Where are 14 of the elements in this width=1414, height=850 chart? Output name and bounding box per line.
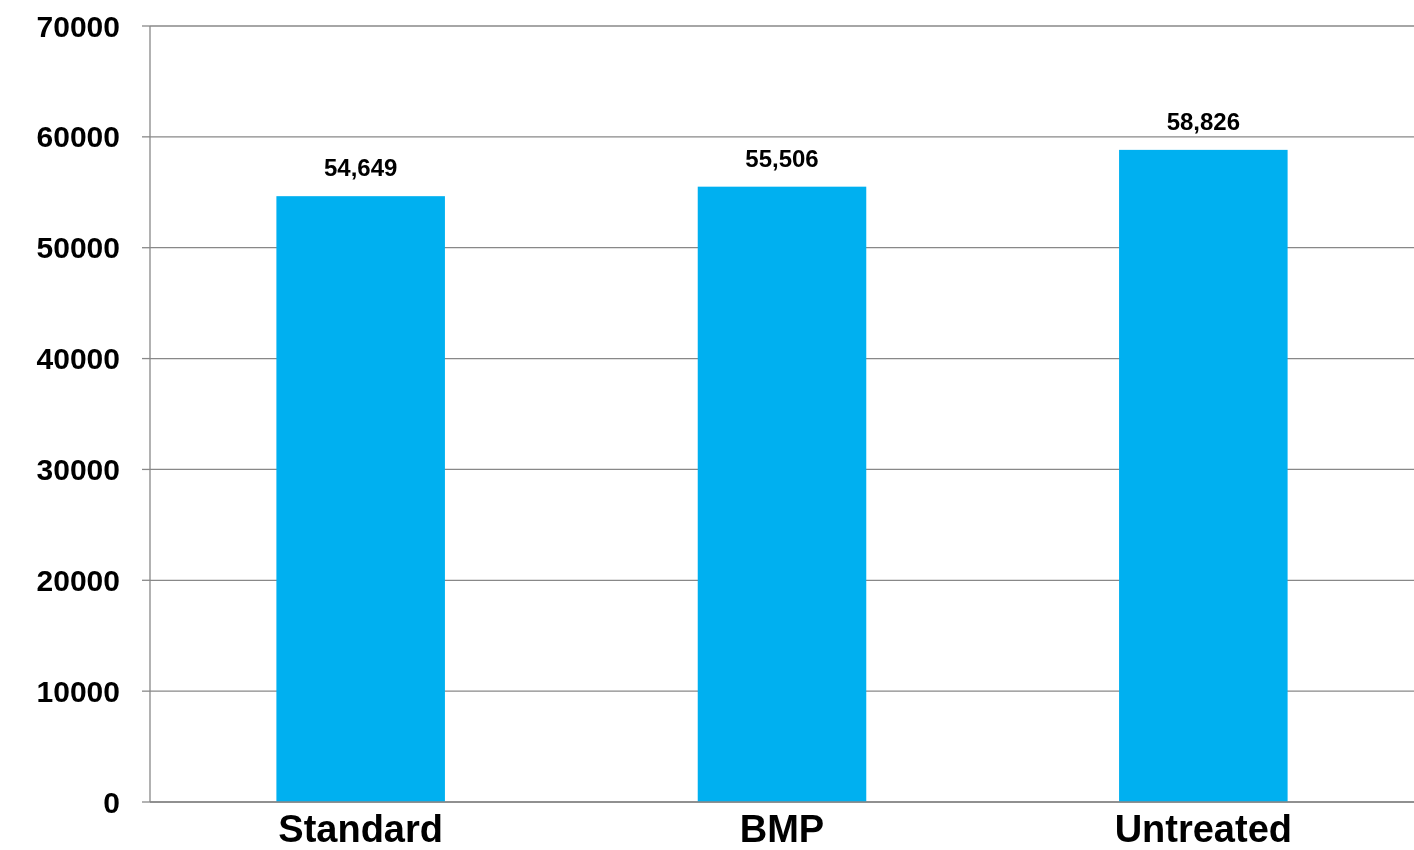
y-tick-label: 0 (103, 785, 120, 819)
y-tick-label: 10000 (36, 674, 120, 708)
data-label: 58,826 (1166, 107, 1241, 135)
y-tick-label: 60000 (36, 120, 120, 154)
y-tick-label: 70000 (36, 9, 120, 43)
y-tick-label: 50000 (36, 231, 120, 265)
data-label: 55,506 (745, 144, 819, 172)
x-tick-label: Untreated (1114, 808, 1293, 850)
x-tick-label: Standard (278, 808, 444, 850)
y-tick-label: 20000 (36, 563, 120, 597)
data-label: 54,649 (323, 154, 398, 182)
y-tick-label: 40000 (36, 342, 120, 376)
x-tick-label: BMP (739, 808, 825, 850)
y-tick-label: 30000 (36, 452, 120, 486)
